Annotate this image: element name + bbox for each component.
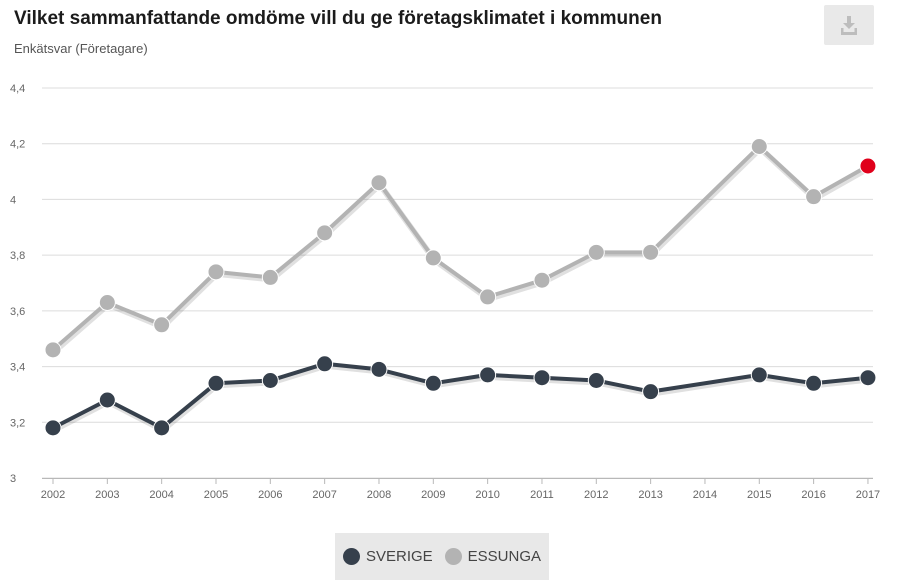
download-icon	[841, 16, 857, 35]
x-tick-label: 2003	[95, 489, 119, 501]
data-point-sverige	[479, 366, 497, 384]
x-tick-label: 2016	[801, 489, 825, 501]
series-line-essunga	[51, 144, 870, 352]
data-point-sverige	[805, 374, 823, 392]
legend-marker-sverige	[342, 548, 360, 565]
data-point-sverige	[261, 372, 279, 389]
chart-legend: SVERIGE ESSUNGA	[335, 533, 549, 580]
x-tick-label: 2009	[421, 489, 445, 501]
data-point-essunga	[859, 157, 877, 175]
data-point-essunga	[370, 174, 388, 192]
y-tick-label: 3,6	[10, 306, 25, 318]
data-point-sverige	[98, 391, 116, 409]
data-point-sverige	[587, 372, 605, 389]
data-point-essunga	[642, 243, 660, 261]
data-point-essunga	[207, 263, 225, 281]
data-point-essunga	[479, 288, 497, 306]
chart-subtitle: Enkätsvar (Företagare)	[14, 41, 148, 56]
x-tick-label: 2008	[367, 489, 391, 501]
data-point-essunga	[261, 268, 279, 286]
x-tick-label: 2013	[638, 489, 662, 501]
data-point-sverige	[44, 419, 62, 437]
x-tick-label: 2017	[856, 489, 880, 501]
x-tick-label: 2010	[475, 489, 499, 501]
series-line-sverige	[51, 361, 870, 430]
x-tick-label: 2014	[693, 489, 717, 501]
data-point-sverige	[424, 374, 442, 392]
data-point-sverige	[533, 369, 551, 387]
x-tick-label: 2005	[204, 489, 228, 501]
legend-item-essunga[interactable]: ESSUNGA	[444, 548, 542, 565]
x-tick-label: 2006	[258, 489, 282, 501]
data-point-essunga	[316, 224, 334, 242]
data-point-essunga	[750, 138, 768, 155]
data-point-sverige	[316, 355, 334, 373]
x-tick-label: 2015	[747, 489, 771, 501]
y-tick-label: 3,2	[10, 417, 25, 429]
y-tick-label: 3	[10, 473, 16, 485]
data-point-essunga	[153, 316, 171, 334]
data-point-sverige	[642, 383, 660, 401]
download-button[interactable]	[824, 5, 874, 45]
data-point-sverige	[859, 369, 877, 387]
x-tick-label: 2012	[584, 489, 608, 501]
data-point-sverige	[370, 360, 388, 378]
data-point-sverige	[750, 366, 768, 384]
legend-label-essunga: ESSUNGA	[467, 548, 542, 565]
data-point-essunga	[424, 249, 442, 267]
x-tick-label: 2002	[41, 489, 65, 501]
y-tick-label: 3,4	[10, 362, 25, 374]
line-chart: 3 3,2 3,4 3,6 3,8 4 4,2 4,4 2002 2003 2004 2005 2006…	[10, 83, 880, 501]
y-tick-label: 4	[10, 194, 16, 206]
legend-label-sverige: SVERIGE	[365, 548, 433, 565]
data-point-sverige	[153, 419, 171, 437]
y-tick-label: 4,4	[10, 83, 25, 95]
series-line-shadow-essunga	[52, 145, 871, 355]
data-point-sverige	[207, 374, 225, 392]
x-tick-label: 2011	[530, 489, 554, 501]
data-point-essunga	[805, 188, 823, 206]
data-point-essunga	[587, 243, 605, 261]
data-point-essunga	[533, 271, 551, 289]
y-tick-label: 4,2	[10, 139, 25, 151]
data-point-essunga	[44, 341, 62, 359]
legend-marker-essunga	[444, 548, 462, 565]
x-tick-label: 2004	[149, 489, 173, 501]
legend-item-sverige[interactable]: SVERIGE	[342, 548, 433, 565]
x-tick-label: 2007	[312, 489, 336, 501]
chart-title: Vilket sammanfattande omdöme vill du ge …	[14, 8, 662, 29]
y-tick-label: 3,8	[10, 250, 25, 262]
data-point-essunga	[98, 294, 116, 311]
